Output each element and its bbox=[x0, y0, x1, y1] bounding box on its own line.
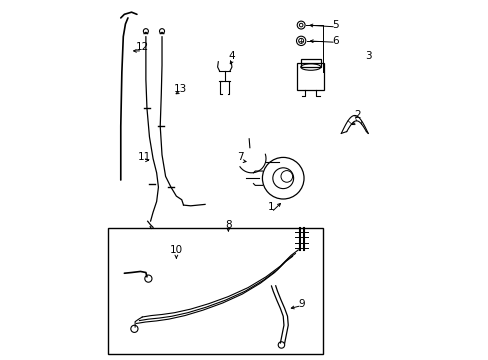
Bar bbox=[297, 63, 324, 90]
Text: 2: 2 bbox=[353, 111, 360, 121]
Text: 7: 7 bbox=[237, 152, 244, 162]
Text: 12: 12 bbox=[135, 42, 149, 52]
Text: 8: 8 bbox=[224, 220, 231, 230]
Text: 5: 5 bbox=[332, 20, 339, 30]
Text: 9: 9 bbox=[298, 299, 305, 309]
Text: 3: 3 bbox=[364, 51, 371, 61]
Text: 11: 11 bbox=[137, 152, 150, 162]
Bar bbox=[300, 59, 320, 67]
Text: 6: 6 bbox=[332, 36, 339, 46]
Text: 10: 10 bbox=[169, 245, 183, 255]
Text: 4: 4 bbox=[228, 51, 235, 61]
Text: 1: 1 bbox=[267, 202, 274, 212]
Text: 13: 13 bbox=[173, 84, 186, 94]
Bar bbox=[108, 228, 323, 354]
